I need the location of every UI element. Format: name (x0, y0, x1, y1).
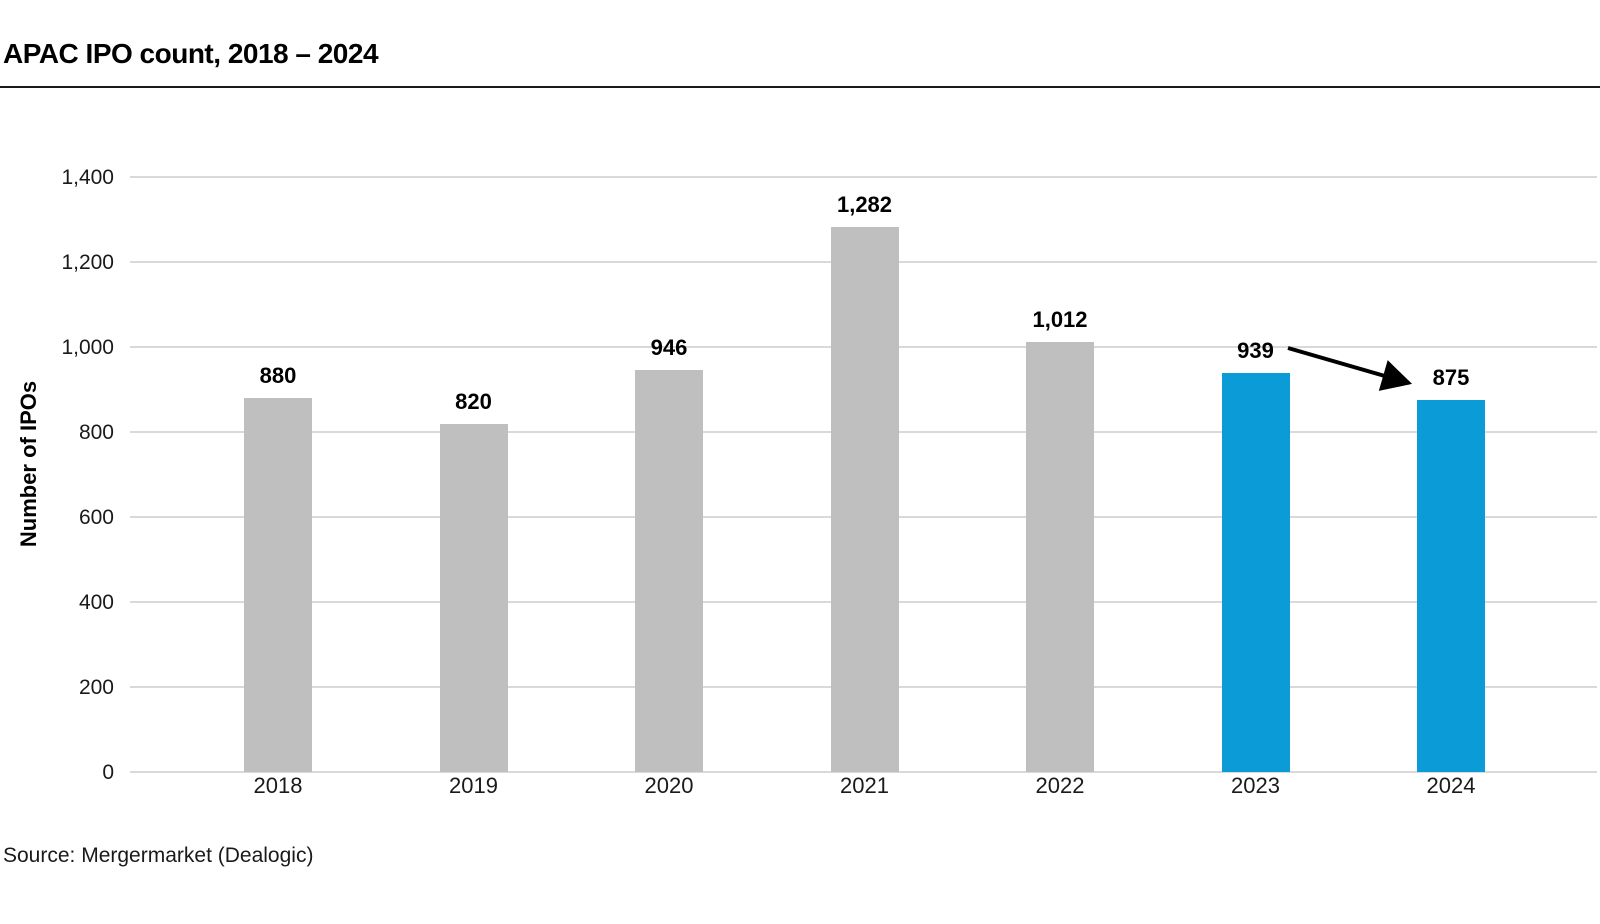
bar-value-label-2020: 946 (650, 334, 688, 360)
bar-2018 (244, 398, 312, 772)
gridline-y-0 (130, 771, 1597, 773)
x-axis-tick-label-2023: 2023 (1231, 773, 1280, 798)
bar-2022 (1026, 341, 1094, 772)
x-axis-tick-label-2018: 2018 (253, 773, 303, 798)
bar-value-label-2022: 1,012 (1032, 306, 1088, 332)
bar-2021 (830, 227, 899, 772)
y-axis-tick-label: 400 (78, 591, 114, 614)
bar-value-label-2024: 875 (1432, 365, 1470, 391)
y-axis-tick-label: 800 (78, 421, 114, 444)
bar-value-label-2019: 820 (455, 388, 492, 414)
bar-value-label-2018: 880 (259, 363, 297, 388)
chart-title: APAC IPO count, 2018 – 2024 (3, 38, 379, 69)
title-divider-line (0, 86, 1600, 88)
x-axis-tick-label-2019: 2019 (449, 773, 498, 798)
y-axis-tick-label: 600 (78, 506, 114, 529)
x-axis-tick-label-2022: 2022 (1035, 773, 1085, 798)
bar-2019 (439, 423, 508, 772)
source-note: Source: Mergermarket (Dealogic) (3, 844, 314, 867)
y-axis-tick-label: 1,000 (61, 336, 114, 359)
y-axis-tick-label: 0 (102, 761, 114, 784)
y-axis-tick-label: 200 (78, 676, 114, 699)
gridline-y-1400 (130, 176, 1597, 178)
bar-value-label-2021: 1,282 (836, 192, 893, 218)
y-axis-tick-label: 1,400 (61, 166, 114, 189)
x-axis-tick-label-2024: 2024 (1426, 773, 1476, 798)
x-axis-tick-label-2020: 2020 (644, 773, 694, 798)
bar-value-label-2023: 939 (1237, 337, 1274, 363)
bar-2024 (1417, 400, 1485, 772)
y-axis-tick-label: 1,200 (61, 251, 114, 274)
x-axis-tick-label-2021: 2021 (840, 773, 889, 798)
bar-2020 (635, 369, 703, 772)
bar-2023 (1221, 372, 1290, 772)
